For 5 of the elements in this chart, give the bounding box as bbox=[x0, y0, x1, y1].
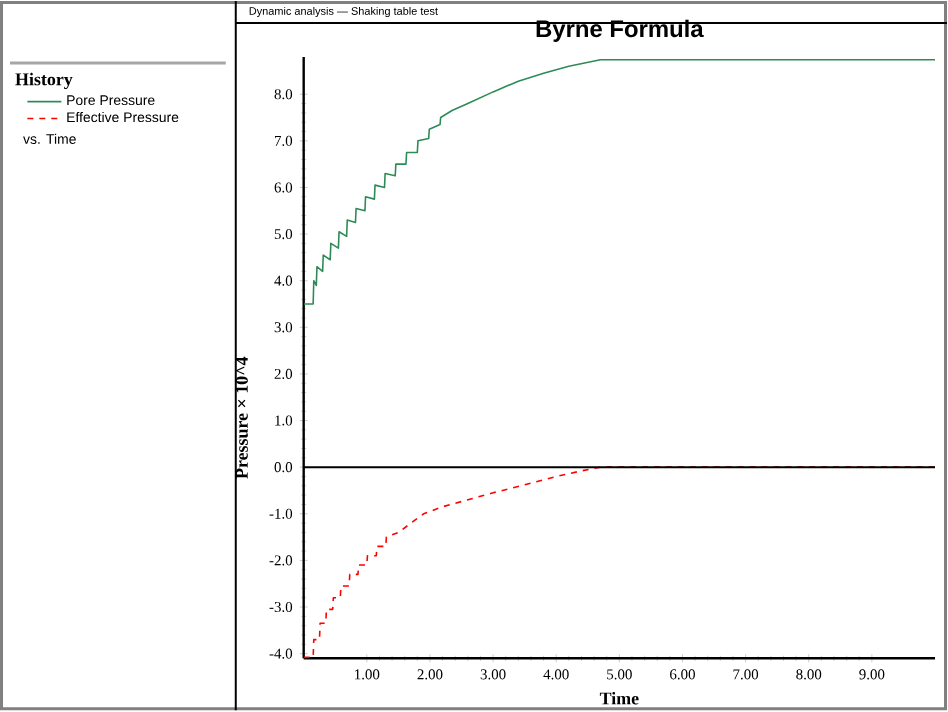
x-axis-title: Time bbox=[599, 692, 639, 705]
chart-title: Byrne Formula bbox=[536, 20, 704, 43]
line-series bbox=[303, 59, 935, 306]
legend-title: History bbox=[15, 73, 73, 90]
y-axis-title: Pressure × 10^4 bbox=[235, 357, 248, 480]
